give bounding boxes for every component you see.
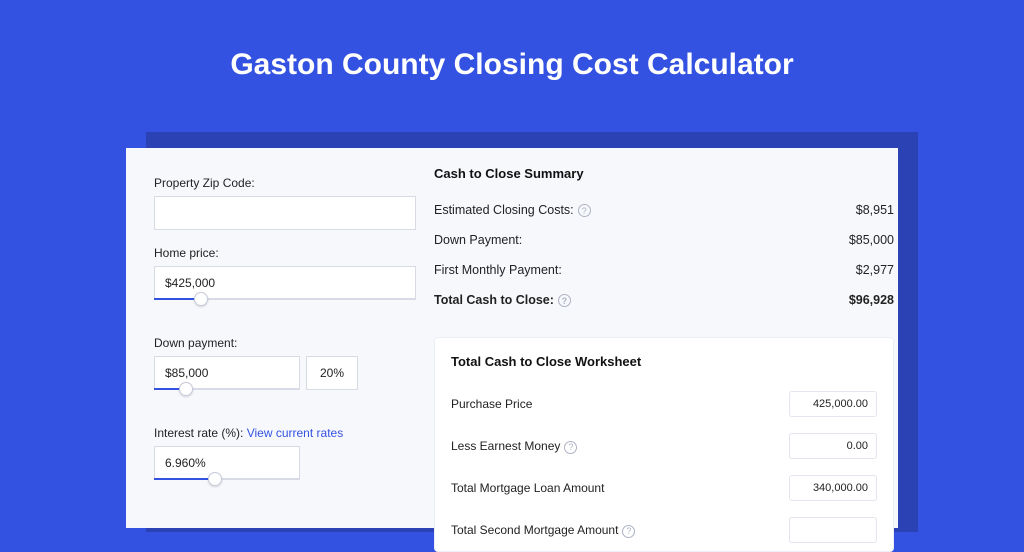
interest-rate-label-text: Interest rate (%): — [154, 426, 243, 440]
worksheet-value[interactable]: 425,000.00 — [789, 391, 877, 417]
summary-row-first-payment: First Monthly Payment: $2,977 — [434, 255, 894, 285]
page-title: Gaston County Closing Cost Calculator — [0, 0, 1024, 110]
worksheet-label: Less Earnest Money — [451, 439, 560, 453]
summary-label: First Monthly Payment: — [434, 263, 562, 277]
slider-thumb[interactable] — [194, 292, 208, 306]
worksheet-label: Total Second Mortgage Amount — [451, 523, 618, 537]
summary-value: $2,977 — [814, 263, 894, 277]
calculator-card: Property Zip Code: Home price: Down paym… — [126, 148, 898, 528]
interest-rate-label: Interest rate (%): View current rates — [154, 426, 416, 440]
zip-input[interactable] — [154, 196, 416, 230]
down-payment-input[interactable] — [154, 356, 300, 390]
inputs-column: Property Zip Code: Home price: Down paym… — [154, 176, 416, 500]
worksheet-title: Total Cash to Close Worksheet — [451, 354, 877, 369]
worksheet-row-mortgage-amount: Total Mortgage Loan Amount 340,000.00 — [451, 467, 877, 509]
slider-thumb[interactable] — [179, 382, 193, 396]
zip-label: Property Zip Code: — [154, 176, 416, 190]
summary-label: Down Payment: — [434, 233, 522, 247]
interest-rate-slider[interactable] — [154, 480, 300, 500]
worksheet-card: Total Cash to Close Worksheet Purchase P… — [434, 337, 894, 552]
summary-column: Cash to Close Summary Estimated Closing … — [434, 148, 894, 552]
view-rates-link[interactable]: View current rates — [247, 426, 344, 440]
home-price-label: Home price: — [154, 246, 416, 260]
worksheet-row-second-mortgage: Total Second Mortgage Amount? — [451, 509, 877, 551]
summary-row-down-payment: Down Payment: $85,000 — [434, 225, 894, 255]
summary-label: Estimated Closing Costs: — [434, 203, 574, 217]
help-icon[interactable]: ? — [564, 441, 577, 454]
worksheet-value[interactable] — [789, 517, 877, 543]
worksheet-value[interactable]: 340,000.00 — [789, 475, 877, 501]
worksheet-label: Purchase Price — [451, 397, 532, 411]
worksheet-value[interactable]: 0.00 — [789, 433, 877, 459]
summary-title: Cash to Close Summary — [434, 166, 894, 181]
summary-label: Total Cash to Close: — [434, 293, 554, 307]
down-payment-pct-input[interactable] — [306, 356, 358, 390]
summary-value: $85,000 — [814, 233, 894, 247]
worksheet-row-earnest-money: Less Earnest Money? 0.00 — [451, 425, 877, 467]
down-payment-slider[interactable] — [154, 390, 300, 410]
home-price-slider[interactable] — [154, 300, 416, 320]
worksheet-row-purchase-price: Purchase Price 425,000.00 — [451, 383, 877, 425]
help-icon[interactable]: ? — [622, 525, 635, 538]
summary-row-closing-costs: Estimated Closing Costs:? $8,951 — [434, 195, 894, 225]
summary-value: $8,951 — [814, 203, 894, 217]
interest-rate-input[interactable] — [154, 446, 300, 480]
summary-value: $96,928 — [814, 293, 894, 307]
home-price-input[interactable] — [154, 266, 416, 300]
help-icon[interactable]: ? — [558, 294, 571, 307]
down-payment-label: Down payment: — [154, 336, 416, 350]
help-icon[interactable]: ? — [578, 204, 591, 217]
worksheet-label: Total Mortgage Loan Amount — [451, 481, 604, 495]
slider-thumb[interactable] — [208, 472, 222, 486]
summary-row-total: Total Cash to Close:? $96,928 — [434, 285, 894, 315]
slider-fill — [154, 478, 215, 480]
